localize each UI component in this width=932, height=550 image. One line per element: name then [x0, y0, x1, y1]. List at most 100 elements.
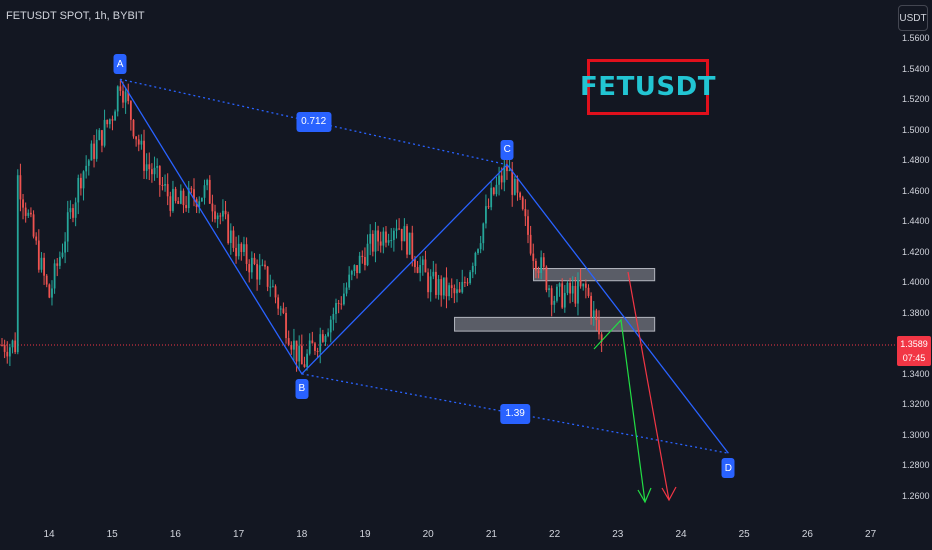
countdown-value: 07:45 [902, 353, 926, 363]
candle-body [95, 139, 98, 159]
ac-dotted-line [119, 78, 508, 166]
green-arrow-head [637, 487, 652, 504]
candle-body [361, 255, 364, 258]
price-scale[interactable]: 1.5600 1.5400 1.5200 1.5000 1.4800 1.4600 1.44… [880, 0, 932, 520]
candle-body [308, 340, 311, 354]
candle-body [145, 164, 148, 171]
point-label-a: A [113, 54, 127, 75]
time-tick: 14 [43, 529, 55, 540]
candle-body [485, 206, 487, 224]
candle-body [51, 288, 53, 298]
candle-body [471, 265, 474, 273]
candle-body [527, 216, 529, 235]
candle-body [224, 210, 227, 215]
candle-body [211, 203, 214, 212]
candle-body [437, 279, 440, 295]
candle-body [408, 232, 411, 255]
candle-body [566, 282, 569, 293]
candle-body [387, 240, 390, 243]
candle-body [456, 289, 458, 294]
candle-body [24, 207, 27, 216]
candle-body [479, 243, 482, 250]
candle-body [90, 143, 93, 161]
projection-arrows [593, 271, 677, 504]
candle-body [534, 260, 537, 271]
candle-body [216, 215, 219, 220]
candle-body [77, 177, 80, 203]
current-price-tag: 1.3589 07:45 [897, 336, 931, 366]
candle-body [495, 184, 498, 195]
price-tick: 1.4200 [902, 246, 930, 257]
candle-body [101, 130, 103, 146]
candle-body [206, 179, 209, 186]
candle-body [8, 347, 11, 357]
candle-body [82, 171, 85, 189]
candle-body [461, 281, 464, 293]
candle-body [553, 300, 556, 305]
candle-body [324, 335, 327, 342]
candle-body [466, 282, 469, 284]
candle-body [177, 200, 180, 204]
candle-body [203, 185, 206, 198]
candle-body [14, 340, 17, 353]
candle-body [235, 247, 237, 257]
candle-body [198, 201, 201, 208]
candle-body [279, 308, 282, 310]
candle-body [229, 230, 232, 243]
zones [454, 268, 656, 332]
candle-body [187, 188, 190, 209]
price-tick: 1.4400 [902, 216, 930, 227]
candle-body [127, 91, 130, 102]
candle-body [550, 288, 553, 305]
candle-body [261, 264, 264, 266]
candle-body [30, 212, 32, 215]
resistance-zone [533, 268, 656, 282]
candle-body [427, 272, 429, 293]
time-tick: 24 [675, 529, 687, 540]
candle-body [524, 209, 527, 217]
candle-body [129, 101, 132, 120]
brand-label: FETUSDT [580, 59, 715, 115]
candle-body [164, 184, 166, 186]
candle-body [424, 259, 427, 273]
candle-body [27, 212, 30, 216]
candle-body [440, 279, 443, 296]
candle-body [119, 86, 122, 91]
candle-body [532, 253, 535, 261]
candle-body [227, 214, 230, 243]
symbol-title[interactable]: FETUSDT SPOT, 1h, BYBIT [6, 10, 145, 22]
candle-body [22, 199, 24, 208]
candle-body [600, 334, 603, 342]
candle-body [561, 283, 564, 308]
candle-body [390, 240, 393, 242]
candle-body [345, 287, 348, 294]
candle-body [6, 351, 9, 357]
candle-body [56, 263, 59, 266]
candle-body [592, 310, 595, 317]
candle-body [74, 202, 77, 218]
candle-body [337, 303, 340, 305]
ratio-label: 1.39 [500, 403, 530, 424]
candle-body [19, 175, 22, 200]
price-tick: 1.4800 [902, 155, 930, 166]
price-tick: 1.3200 [902, 399, 930, 410]
candle-body [248, 263, 251, 273]
candle-body [35, 236, 38, 241]
candle-body [406, 226, 408, 255]
candle-body [400, 228, 403, 242]
price-tick: 1.4000 [902, 277, 930, 288]
candle-body [595, 310, 598, 321]
candle-body [490, 187, 493, 208]
time-tick: 22 [549, 529, 561, 540]
candle-body [43, 257, 45, 276]
candle-body [435, 271, 437, 295]
candle-body [266, 266, 269, 287]
candle-body [358, 255, 361, 274]
candle-body [219, 215, 222, 217]
candle-body [335, 303, 337, 314]
candle-body [487, 206, 490, 208]
candle-body [200, 197, 203, 202]
price-tick: 1.5200 [902, 94, 930, 105]
currency-button[interactable]: USDT [898, 5, 928, 31]
